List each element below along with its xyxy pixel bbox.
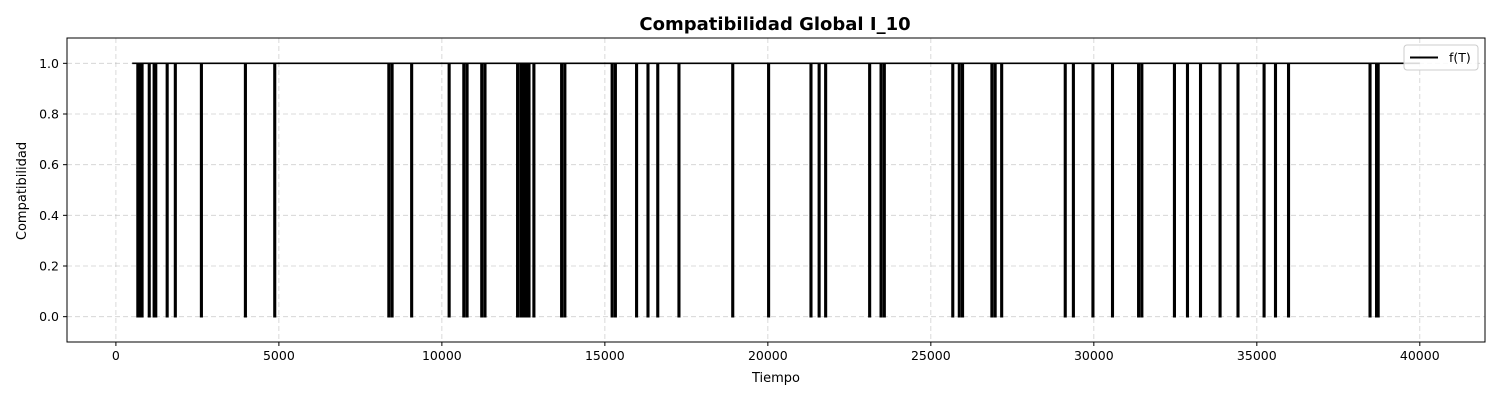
legend: f(T) [1403,44,1479,71]
x-tick-label: 35000 [1237,348,1277,363]
x-axis-label: Tiempo [751,371,800,386]
y-tick-label: 0.2 [39,259,59,274]
x-tick-label: 0 [112,348,120,363]
x-tick-label: 30000 [1074,348,1114,363]
x-tick-label: 15000 [585,348,625,363]
legend-box [1403,44,1479,71]
x-axis-ticks: 0 5000 10000 15000 20000 25000 30000 35000 40000 [112,342,1440,363]
plot-frame [66,37,1486,343]
x-tick-label: 5000 [263,348,295,363]
chart-title: Compatibilidad Global I_10 [639,14,910,35]
x-tick-label: 10000 [422,348,462,363]
series-f-t [132,62,1420,318]
x-tick-label: 20000 [748,348,788,363]
y-axis-ticks: 0.0 0.2 0.4 0.6 0.8 1.0 [39,56,67,324]
y-tick-label: 0.0 [39,309,59,324]
y-tick-label: 0.4 [39,208,59,223]
y-tick-label: 0.8 [39,107,59,122]
legend-label-f-t: f(T) [1449,50,1471,65]
y-tick-label: 1.0 [39,56,59,71]
y-tick-label: 0.6 [39,157,59,172]
y-axis-label: Compatibilidad [15,142,30,240]
x-tick-label: 25000 [911,348,951,363]
series-line-f-t [132,62,1420,318]
x-tick-label: 40000 [1400,348,1440,363]
